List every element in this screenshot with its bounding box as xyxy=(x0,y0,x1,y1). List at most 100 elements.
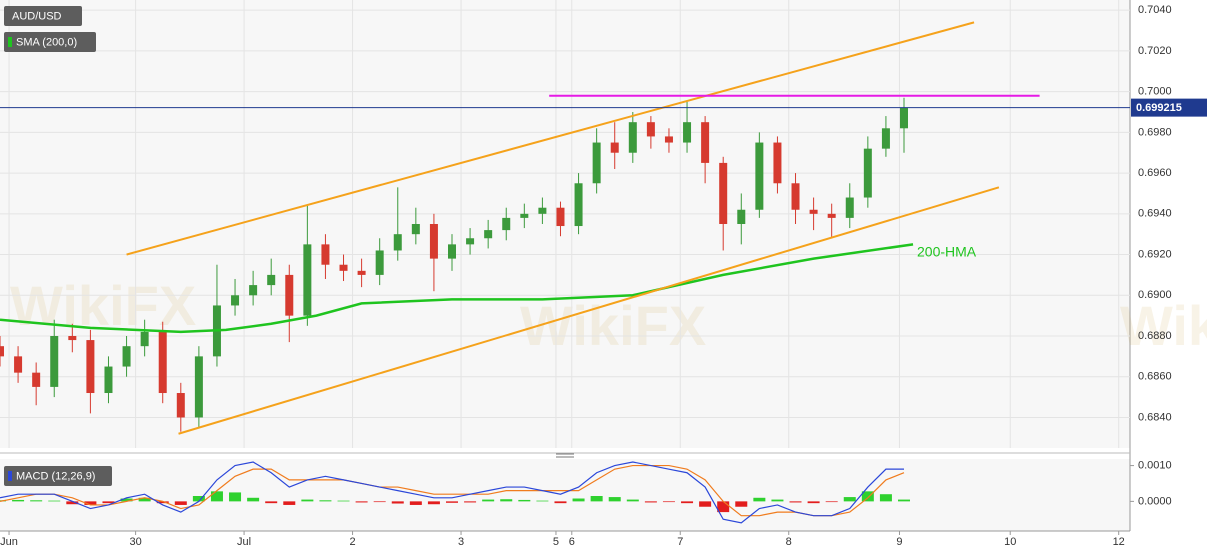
histogram-bar xyxy=(699,501,712,507)
macd-box[interactable] xyxy=(4,466,112,486)
histogram-bar xyxy=(48,500,61,502)
candle-body xyxy=(664,136,673,143)
histogram-bar xyxy=(753,497,766,502)
macd-label: MACD (12,26,9) xyxy=(16,470,95,482)
x-tick-label: Jul xyxy=(237,536,251,548)
x-tick-label: 8 xyxy=(786,536,792,548)
histogram-bar xyxy=(717,501,730,513)
candle-body xyxy=(122,346,131,367)
candle-body xyxy=(845,197,854,218)
x-tick-label: 30 xyxy=(129,536,141,548)
x-tick-label: 5 xyxy=(553,536,559,548)
histogram-bar xyxy=(681,501,694,504)
histogram-bar xyxy=(536,500,549,502)
candle-body xyxy=(429,224,438,259)
candle-body xyxy=(303,244,312,316)
candle-body xyxy=(158,331,167,394)
y-tick-label: 0.6880 xyxy=(1138,330,1172,342)
candle-body xyxy=(32,372,41,387)
x-tick-label: 3 xyxy=(458,536,464,548)
candle-body xyxy=(737,209,746,224)
y-tick-label: 0.0010 xyxy=(1138,459,1172,471)
histogram-bar xyxy=(66,501,79,505)
histogram-bar xyxy=(391,501,404,504)
candle-body xyxy=(285,274,294,316)
candle-body xyxy=(502,217,511,231)
histogram-bar xyxy=(192,496,205,502)
symbol-box[interactable] xyxy=(4,6,82,26)
watermark: WikiFX xyxy=(1120,294,1207,357)
indicator-box[interactable] xyxy=(4,32,96,52)
candle-body xyxy=(375,250,384,275)
histogram-bar xyxy=(355,501,368,503)
candle-body xyxy=(646,122,655,137)
x-tick-label: 9 xyxy=(896,536,902,548)
histogram-bar xyxy=(572,498,585,502)
histogram-bar xyxy=(608,497,621,502)
histogram-bar xyxy=(337,500,350,502)
y-tick-label: 0.0000 xyxy=(1138,495,1172,507)
candle-body xyxy=(176,393,185,418)
histogram-bar xyxy=(265,501,278,504)
candle-body xyxy=(68,336,77,341)
y-tick-label: 0.7000 xyxy=(1138,86,1172,98)
indicator-label: SMA (200,0) xyxy=(16,36,77,48)
histogram-bar xyxy=(843,497,856,502)
candle-body xyxy=(610,142,619,153)
candle-body xyxy=(231,295,240,306)
histogram-bar xyxy=(30,500,43,502)
candle-body xyxy=(321,244,330,265)
x-tick-label: Jun xyxy=(0,536,18,548)
candle-body xyxy=(249,285,258,296)
candle-body xyxy=(466,238,475,245)
candle-body xyxy=(538,207,547,214)
histogram-bar xyxy=(373,501,386,503)
histogram-bar xyxy=(825,501,838,503)
histogram-bar xyxy=(174,501,187,505)
y-tick-label: 0.6900 xyxy=(1138,289,1172,301)
candle-body xyxy=(267,274,276,286)
candle-body xyxy=(86,340,95,394)
histogram-bar xyxy=(409,501,422,505)
macd-swatch xyxy=(8,471,12,481)
histogram-bar xyxy=(120,498,133,502)
histogram-bar xyxy=(156,501,169,504)
histogram-bar xyxy=(644,501,657,503)
candle-body xyxy=(881,128,890,149)
candle-body xyxy=(809,209,818,214)
candle-body xyxy=(628,122,637,153)
histogram-bar xyxy=(102,501,115,504)
histogram-bar xyxy=(229,492,242,502)
y-tick-label: 0.6980 xyxy=(1138,126,1172,138)
histogram-bar xyxy=(247,497,260,502)
histogram-bar xyxy=(138,497,151,502)
x-tick-label: 2 xyxy=(349,536,355,548)
x-tick-label: 12 xyxy=(1113,536,1125,548)
candle-body xyxy=(683,122,692,143)
divider-grip[interactable] xyxy=(556,453,574,458)
candle-body xyxy=(50,336,59,387)
histogram-bar xyxy=(861,491,874,502)
watermark: WikiFX xyxy=(10,274,196,337)
histogram-bar xyxy=(464,501,477,503)
macd-panel xyxy=(0,459,1130,531)
candle-body xyxy=(339,264,348,271)
y-tick-label: 0.7020 xyxy=(1138,45,1172,57)
macd-line xyxy=(0,461,904,524)
x-tick-label: 10 xyxy=(1004,536,1016,548)
candle-body xyxy=(520,213,529,218)
candle-body xyxy=(791,183,800,210)
signal-line xyxy=(0,464,905,517)
y-tick-label: 0.6860 xyxy=(1138,371,1172,383)
histogram-bar xyxy=(210,491,223,502)
y-tick-label: 0.7040 xyxy=(1138,4,1172,16)
x-tick-label: 6 xyxy=(569,536,575,548)
candle-body xyxy=(773,142,782,184)
histogram-bar xyxy=(500,499,513,502)
candle-body xyxy=(14,356,23,373)
symbol-label: AUD/USD xyxy=(12,10,62,22)
y-tick-label: 0.6920 xyxy=(1138,248,1172,260)
candle-body xyxy=(104,366,113,394)
watermark: WikiFX xyxy=(520,294,706,357)
histogram-bar xyxy=(12,499,25,502)
